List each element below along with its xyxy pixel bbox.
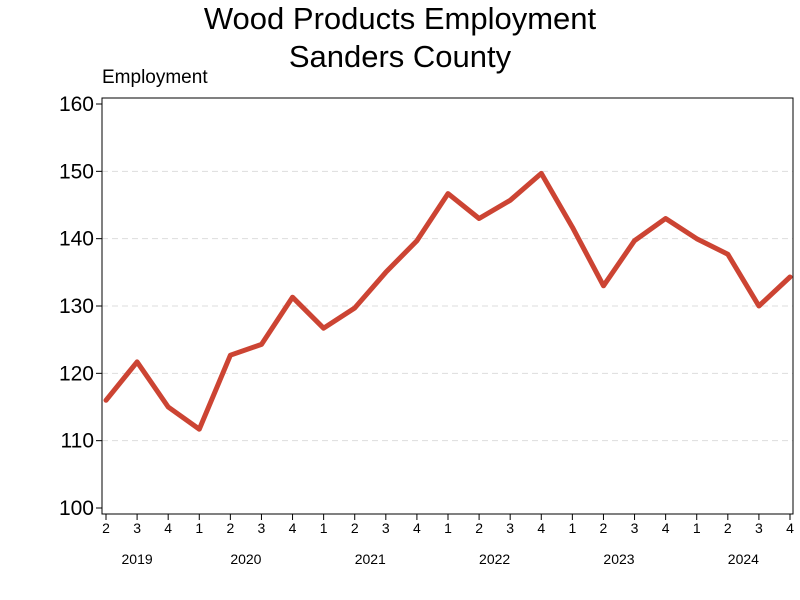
y-tick-label-100: 100 (59, 497, 94, 520)
x-tick-label-quarter: 2 (226, 520, 234, 536)
x-tick-label-quarter: 4 (537, 520, 545, 536)
series-line (103, 170, 793, 432)
x-tick-label-quarter: 2 (600, 520, 608, 536)
chart-title-line2: Sanders County (288, 39, 512, 74)
x-tick-label-quarter: 2 (351, 520, 359, 536)
x-year-label-2020: 2020 (230, 551, 261, 567)
y-axis-label: Employment (102, 67, 208, 88)
x-tick-label-quarter: 1 (444, 520, 452, 536)
x-year-label-2022: 2022 (479, 551, 510, 567)
x-tick-label-quarter: 1 (195, 520, 203, 536)
x-tick-label-quarter: 1 (568, 520, 576, 536)
x-tick-label-quarter: 4 (662, 520, 670, 536)
x-tick-label-quarter: 3 (506, 520, 514, 536)
x-tick-label-quarter: 4 (413, 520, 421, 536)
x-tick-label-quarter: 3 (755, 520, 763, 536)
x-axis: 2 3 4 1 2 3 4 1 2 3 4 1 2 3 4 1 2 3 4 1 2 3 4 2019 2020 2021 2022 2… (102, 514, 794, 567)
x-tick-label-quarter: 3 (258, 520, 266, 536)
x-tick-label-quarter: 4 (786, 520, 794, 536)
chart-title-line1: Wood Products Employment (203, 1, 597, 36)
x-tick-label-quarter: 4 (289, 520, 297, 536)
x-year-label-2024: 2024 (728, 551, 759, 567)
x-year-label-2019: 2019 (122, 551, 153, 567)
x-year-label-2021: 2021 (355, 551, 386, 567)
x-tick-label-quarter: 2 (724, 520, 732, 536)
x-tick-label-quarter: 4 (164, 520, 172, 536)
y-axis: 100 110 120 130 140 150 160 (59, 93, 102, 520)
y-tick-label-120: 120 (59, 362, 94, 385)
x-tick-label-quarter: 2 (102, 520, 110, 536)
y-tick-label-160: 160 (59, 93, 94, 116)
grid-lines (102, 170, 793, 442)
x-tick-label-quarter: 3 (382, 520, 390, 536)
x-tick-label-quarter: 1 (693, 520, 701, 536)
x-tick-label-quarter: 3 (631, 520, 639, 536)
x-year-label-2023: 2023 (603, 551, 634, 567)
x-tick-label-quarter: 2 (475, 520, 483, 536)
y-tick-label-140: 140 (59, 228, 94, 251)
y-tick-label-110: 110 (61, 430, 94, 453)
x-tick-label-quarter: 1 (320, 520, 328, 536)
y-tick-label-150: 150 (59, 160, 94, 183)
y-tick-label-130: 130 (59, 295, 94, 318)
x-tick-label-quarter: 3 (133, 520, 141, 536)
